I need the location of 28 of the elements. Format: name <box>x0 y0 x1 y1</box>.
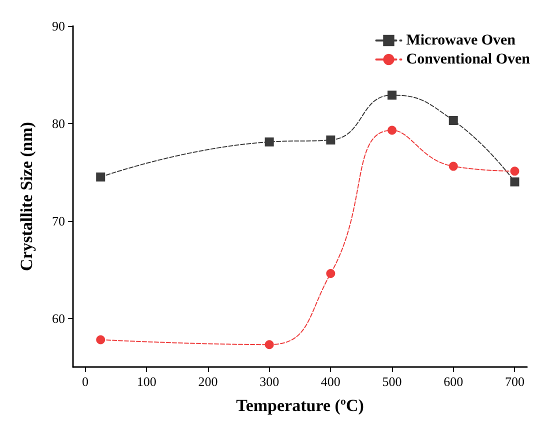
x-tick-label: 0 <box>82 374 89 389</box>
x-tick-label: 400 <box>320 374 340 389</box>
point <box>264 137 274 146</box>
y-axis-title: Crystallite Size (nm) <box>17 122 36 272</box>
point <box>326 268 336 278</box>
x-tick-label: 100 <box>136 374 156 389</box>
point <box>448 116 458 126</box>
point <box>264 340 274 350</box>
point <box>388 90 397 100</box>
point <box>510 177 520 186</box>
x-tick-label: 600 <box>444 374 464 389</box>
y-tick-label: 70 <box>52 213 65 228</box>
point <box>96 172 106 182</box>
y-tick-label: 80 <box>52 116 65 131</box>
y-tick-label: 90 <box>52 18 65 34</box>
legend-label: Microwave Oven <box>406 32 516 48</box>
x-axis-title: Temperature (ºC) <box>236 396 364 415</box>
x-tick-label: 700 <box>504 374 524 389</box>
point <box>326 135 336 144</box>
point <box>388 126 397 135</box>
x-tick-label: 300 <box>260 374 280 389</box>
point <box>448 162 458 171</box>
x-tick-label: 200 <box>198 374 218 389</box>
point <box>96 335 106 344</box>
y-tick-label: 60 <box>52 310 65 326</box>
x-tick-label: 500 <box>382 374 402 389</box>
legend-label: Conventional Oven <box>406 52 531 68</box>
point <box>510 166 520 176</box>
